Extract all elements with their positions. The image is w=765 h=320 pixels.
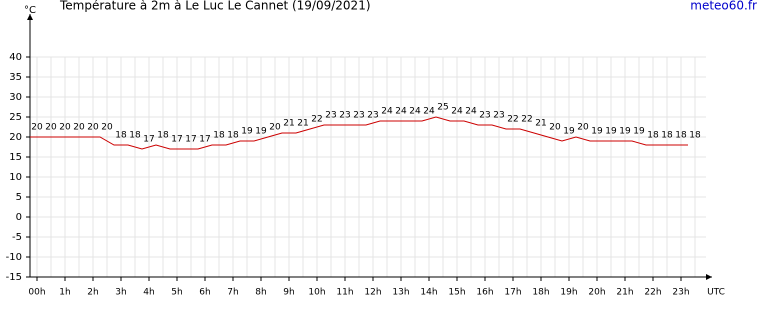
x-tick-label: 6h xyxy=(199,288,210,298)
data-label: 24 xyxy=(395,107,407,117)
data-label: 18 xyxy=(157,131,169,141)
data-label: 23 xyxy=(339,111,350,121)
chart-title: Température à 2m à Le Luc Le Cannet (19/… xyxy=(59,0,371,13)
data-label: 18 xyxy=(115,131,127,141)
line xyxy=(30,116,688,150)
data-label: 20 xyxy=(59,123,71,133)
data-label: 17 xyxy=(171,135,182,145)
data-label: 23 xyxy=(367,111,378,121)
data-label: 22 xyxy=(311,115,322,125)
data-label: 19 xyxy=(255,127,267,137)
data-label: 19 xyxy=(605,127,617,137)
data-label: 17 xyxy=(199,135,210,145)
data-label: 18 xyxy=(647,131,659,141)
x-tick-label: 16h xyxy=(476,288,493,298)
data-label: 25 xyxy=(437,103,448,113)
x-tick-label: 9h xyxy=(283,288,294,298)
data-label: 21 xyxy=(535,119,546,129)
data-label: 23 xyxy=(325,111,336,121)
data-label: 24 xyxy=(465,107,477,117)
data-label: 24 xyxy=(381,107,393,117)
data-label: 18 xyxy=(661,131,673,141)
x-tick-label: 14h xyxy=(420,288,437,298)
y-axis-arrow xyxy=(27,14,33,20)
x-tick-label: 15h xyxy=(448,288,465,298)
source-link[interactable]: meteo60.fr xyxy=(690,0,757,13)
data-label: 19 xyxy=(619,127,631,137)
y-tick-label: 25 xyxy=(9,112,22,123)
x-tick-label: 12h xyxy=(364,288,381,298)
x-axis-arrow xyxy=(706,274,712,280)
y-tick-label: 0 xyxy=(16,212,22,223)
data-label: 21 xyxy=(283,119,294,129)
y-axis-label: °C xyxy=(24,5,36,16)
data-label: 18 xyxy=(689,131,701,141)
x-tick-label: 19h xyxy=(560,288,577,298)
x-tick-label: 18h xyxy=(532,288,549,298)
x-tick-label: 13h xyxy=(392,288,409,298)
data-label: 24 xyxy=(423,107,435,117)
data-label: 20 xyxy=(73,123,85,133)
data-label: 18 xyxy=(129,131,141,141)
data-label: 20 xyxy=(45,123,57,133)
x-tick-label: 00h xyxy=(28,288,45,298)
data-label: 24 xyxy=(409,107,421,117)
x-tick-label: 7h xyxy=(227,288,238,298)
x-tick-label: 2h xyxy=(87,288,98,298)
x-tick-label: 20h xyxy=(588,288,605,298)
x-tick-label: 11h xyxy=(336,288,353,298)
data-label: 17 xyxy=(185,135,196,145)
data-label: 20 xyxy=(101,123,113,133)
data-label: 22 xyxy=(507,115,518,125)
data-label: 18 xyxy=(675,131,687,141)
x-tick-label: 21h xyxy=(616,288,633,298)
y-tick-label: 40 xyxy=(9,52,22,63)
data-label: 23 xyxy=(493,111,504,121)
y-tick-label: 20 xyxy=(9,132,22,143)
y-tick-label: -10 xyxy=(6,252,22,263)
y-tick-label: 35 xyxy=(9,72,22,83)
data-label: 19 xyxy=(241,127,253,137)
data-label: 23 xyxy=(479,111,490,121)
y-tick-label: 10 xyxy=(9,172,22,183)
y-tick-label: 15 xyxy=(9,152,22,163)
data-label: 17 xyxy=(143,135,154,145)
data-label: 23 xyxy=(353,111,364,121)
data-label: 19 xyxy=(633,127,645,137)
y-tick-label: -15 xyxy=(6,272,22,283)
data-label: 20 xyxy=(31,123,43,133)
data-label: 19 xyxy=(563,127,575,137)
x-tick-label: 3h xyxy=(115,288,126,298)
y-tick-label: 30 xyxy=(9,92,22,103)
x-tick-label: 1h xyxy=(59,288,70,298)
data-label: 22 xyxy=(521,115,532,125)
x-axis-label: UTC xyxy=(707,288,725,298)
data-label: 20 xyxy=(577,123,589,133)
x-tick-label: 10h xyxy=(308,288,325,298)
y-tick-label: -5 xyxy=(12,232,22,243)
data-label: 24 xyxy=(451,107,463,117)
data-label: 19 xyxy=(591,127,603,137)
x-tick-label: 5h xyxy=(171,288,182,298)
x-tick-label: 8h xyxy=(255,288,266,298)
x-tick-label: 23h xyxy=(672,288,689,298)
data-label: 20 xyxy=(549,123,561,133)
data-label: 18 xyxy=(227,131,239,141)
y-tick-label: 5 xyxy=(16,192,22,203)
x-tick-label: 22h xyxy=(644,288,661,298)
data-label: 20 xyxy=(269,123,281,133)
x-tick-label: 17h xyxy=(504,288,521,298)
data-label: 20 xyxy=(87,123,99,133)
x-tick-label: 4h xyxy=(143,288,154,298)
data-label: 18 xyxy=(213,131,225,141)
data-label: 21 xyxy=(297,119,308,129)
